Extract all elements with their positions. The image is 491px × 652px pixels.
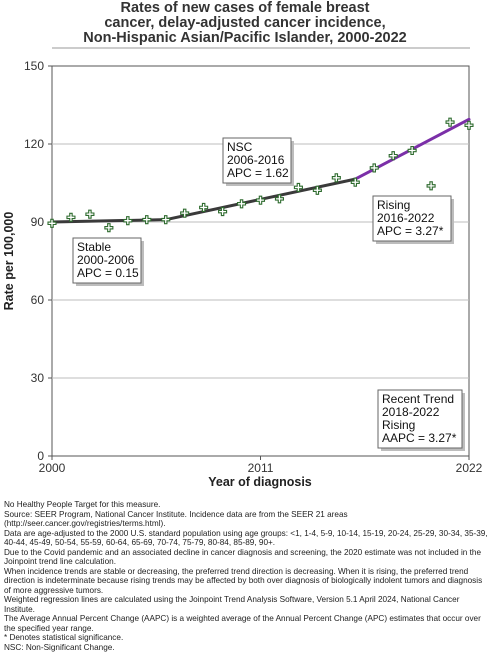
annotation-line: NSC (227, 140, 253, 154)
y-tick-label: 90 (31, 215, 45, 229)
title-line: Non-Hispanic Asian/Pacific Islander, 200… (83, 30, 406, 46)
footnote-line: Source: SEER Program, National Cancer In… (4, 510, 488, 529)
x-axis-title: Year of diagnosis (208, 475, 312, 489)
title-line: cancer, delay-adjusted cancer incidence, (104, 15, 385, 31)
footnote-line: Due to the Covid pandemic and an associa… (4, 548, 488, 567)
footnotes: No Healthy People Target for this measur… (4, 500, 488, 652)
y-axis-title: Rate per 100,000 (2, 212, 16, 311)
y-tick-label: 120 (24, 137, 44, 151)
annotation-line: 2018-2022 (382, 405, 440, 419)
footnote-line: Weighted regression lines are calculated… (4, 595, 488, 614)
footnote-line: When incidence trends are stable or decr… (4, 567, 488, 596)
x-tick-label: 2022 (456, 461, 483, 475)
annotation-line: Stable (77, 240, 111, 254)
footnote-line: Data are age-adjusted to the 2000 U.S. s… (4, 529, 488, 548)
y-tick-label: 60 (31, 293, 45, 307)
x-tick-label: 2000 (39, 461, 66, 475)
annotation-line: APC = 3.27* (377, 224, 444, 238)
y-tick-label: 30 (31, 371, 45, 385)
x-axis-ticks: 2000 2011 2022 (39, 456, 483, 475)
footnote-line: The Average Annual Percent Change (AAPC)… (4, 614, 488, 633)
annotation-line: APC = 0.15 (77, 266, 139, 280)
title-line: Rates of new cases of female breast (120, 0, 369, 16)
annotation-line: APC = 1.62 (227, 166, 289, 180)
annotation-line: Recent Trend (382, 392, 454, 406)
chart-title: Rates of new cases of female breastcance… (83, 0, 406, 46)
annotation-line: 2000-2006 (77, 253, 135, 267)
annotation-line: 2016-2022 (377, 211, 435, 225)
annotation-line: 2006-2016 (227, 153, 285, 167)
annotation-line: Rising (377, 198, 410, 212)
chart: Rates of new cases of female breastcance… (0, 0, 491, 500)
annotation-line: AAPC = 3.27* (382, 431, 457, 445)
x-tick-label: 2011 (248, 461, 274, 475)
y-tick-label: 150 (24, 59, 44, 73)
footnote-line: No Healthy People Target for this measur… (4, 500, 488, 510)
annotation-line: Rising (382, 418, 415, 432)
footnote-line: * Denotes statistical significance. (4, 633, 488, 643)
footnote-line: NSC: Non-Significant Change. (4, 643, 488, 652)
